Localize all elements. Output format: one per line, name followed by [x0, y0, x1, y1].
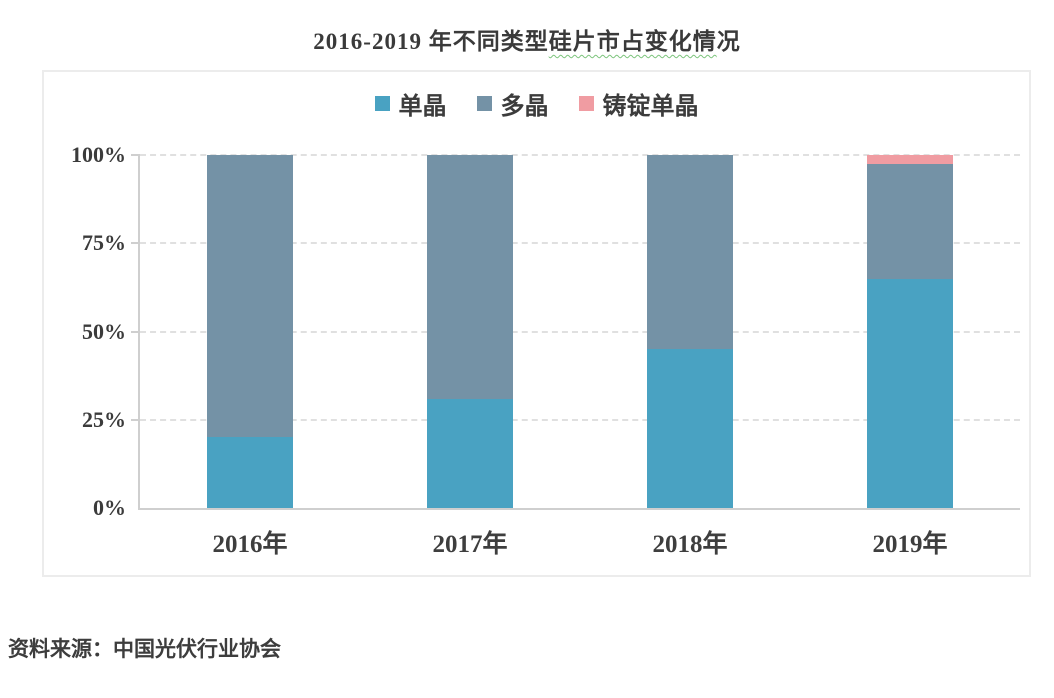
legend-swatch: [578, 96, 594, 111]
bar-segment: [427, 398, 513, 508]
y-axis-label: 50%: [82, 318, 126, 344]
bar-segment: [427, 155, 513, 399]
category-slot: 2016年: [140, 155, 360, 558]
bar-segment: [647, 349, 733, 508]
legend-label: 单晶: [398, 94, 447, 120]
y-tick-mark: [131, 154, 140, 156]
y-gridline: [140, 330, 1020, 333]
chart-title: 2016-2019 年不同类型硅片市占变化情况: [0, 22, 1054, 56]
y-gridline: [140, 418, 1020, 421]
bar-segment: [207, 155, 293, 438]
legend-swatch: [374, 96, 390, 111]
bar-segment: [867, 163, 953, 279]
x-axis-label: 2017年: [432, 531, 508, 558]
stacked-bar: [867, 155, 953, 508]
legend-item: 铸锭单晶: [578, 86, 699, 121]
y-axis-label: 75%: [82, 230, 126, 256]
category-slot: 2018年: [580, 155, 800, 558]
stacked-bar: [207, 155, 293, 508]
y-tick-mark: [131, 330, 140, 333]
x-axis-label: 2016年: [212, 531, 288, 558]
x-axis-label: 2019年: [872, 531, 948, 558]
source-note: 资料来源：中国光伏行业协会: [8, 638, 281, 661]
y-axis-label: 100%: [71, 142, 126, 167]
legend-label: 多晶: [500, 94, 549, 120]
legend-item: 单晶: [374, 86, 447, 121]
chart-title-underlined-part: 硅片市占变化情: [548, 29, 717, 54]
y-axis-label: 25%: [82, 406, 126, 432]
y-axis-label: 0%: [93, 495, 126, 520]
chart-panel: 单晶 多晶 铸锭单晶 0% 25% 50% 75% 100% 2016年 2017年 2018年 2…: [42, 70, 1031, 577]
category-slot: 2019年: [800, 155, 1020, 558]
chart-title-part3: 况: [716, 29, 741, 54]
bar-segment: [207, 437, 293, 508]
y-gridline: [140, 154, 1020, 156]
legend-label: 铸锭单晶: [602, 94, 699, 120]
legend-swatch: [476, 96, 492, 111]
y-tick-mark: [131, 418, 140, 421]
bar-segment: [647, 155, 733, 350]
legend-item: 多晶: [476, 86, 549, 121]
x-axis-label: 2018年: [652, 531, 728, 558]
stacked-bar: [427, 155, 513, 508]
stacked-bar: [647, 155, 733, 508]
bar-segment: [867, 155, 953, 164]
y-gridline: [140, 242, 1020, 245]
category-slot: 2017年: [360, 155, 580, 558]
y-tick-mark: [131, 242, 140, 245]
chart-title-part1: 2016-2019 年不同类型: [313, 29, 549, 54]
plot-area: 0% 25% 50% 75% 100% 2016年 2017年 2018年 2019年: [71, 142, 1020, 558]
bar-segment: [867, 278, 953, 508]
chart-legend: 单晶 多晶 铸锭单晶: [44, 86, 1029, 121]
